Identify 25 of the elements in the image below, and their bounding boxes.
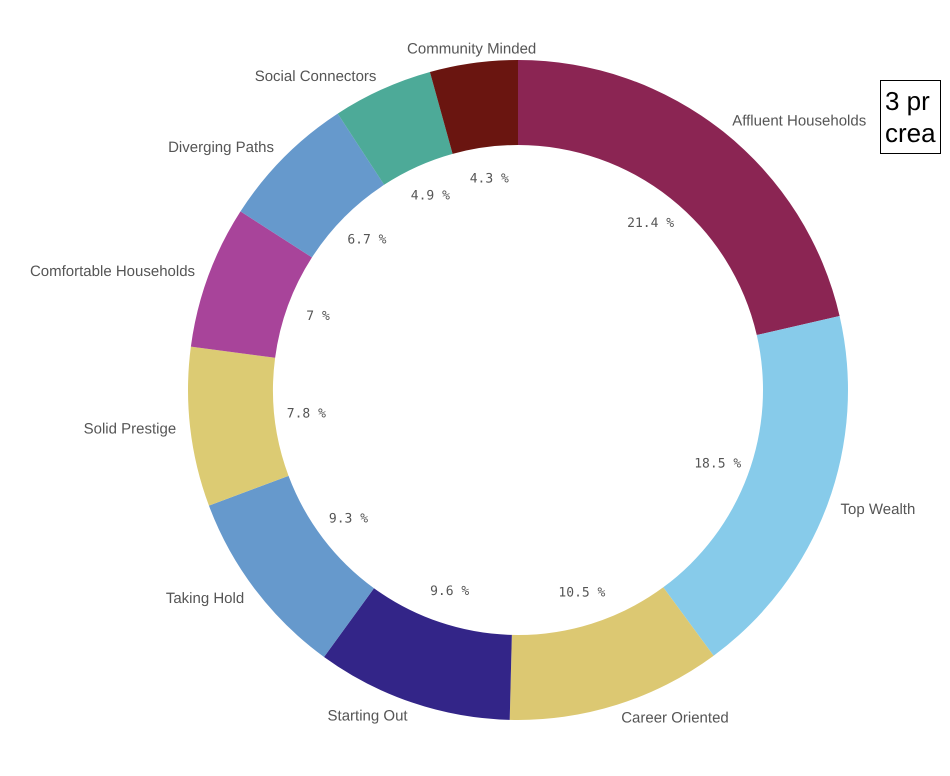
- slice-label: Career Oriented: [621, 710, 729, 727]
- data-label: 18.5 %: [694, 456, 742, 472]
- text: 3 pr: [885, 85, 931, 117]
- slice-label: Top Wealth: [840, 501, 916, 518]
- slice-label: Social Connectors: [254, 68, 376, 85]
- slice-label: Taking Hold: [166, 590, 244, 607]
- slice-label: Solid Prestige: [84, 420, 176, 438]
- data-label: 4.9 %: [410, 188, 450, 204]
- donut-slice: [188, 346, 289, 506]
- data-label: 9.3 %: [328, 511, 368, 526]
- text: crea: [885, 117, 936, 149]
- data-label: 7 %: [306, 309, 330, 324]
- slice-label: Affluent Households: [732, 112, 866, 130]
- slice-label: Comfortable Households: [30, 262, 196, 280]
- slice-label: Community Minded: [407, 40, 536, 58]
- data-label: 6.7 %: [347, 232, 387, 248]
- data-label: 7.8 %: [286, 406, 326, 422]
- donut-slice: [430, 60, 518, 154]
- data-label: 4.3 %: [470, 171, 510, 186]
- data-label: 10.5 %: [558, 586, 606, 601]
- data-label: 9.6 %: [430, 584, 470, 600]
- donut-slice: [208, 476, 374, 657]
- slice-label: Starting Out: [328, 707, 408, 724]
- data-label: 21.4 %: [627, 216, 674, 231]
- slice-label: Diverging Paths: [168, 139, 274, 156]
